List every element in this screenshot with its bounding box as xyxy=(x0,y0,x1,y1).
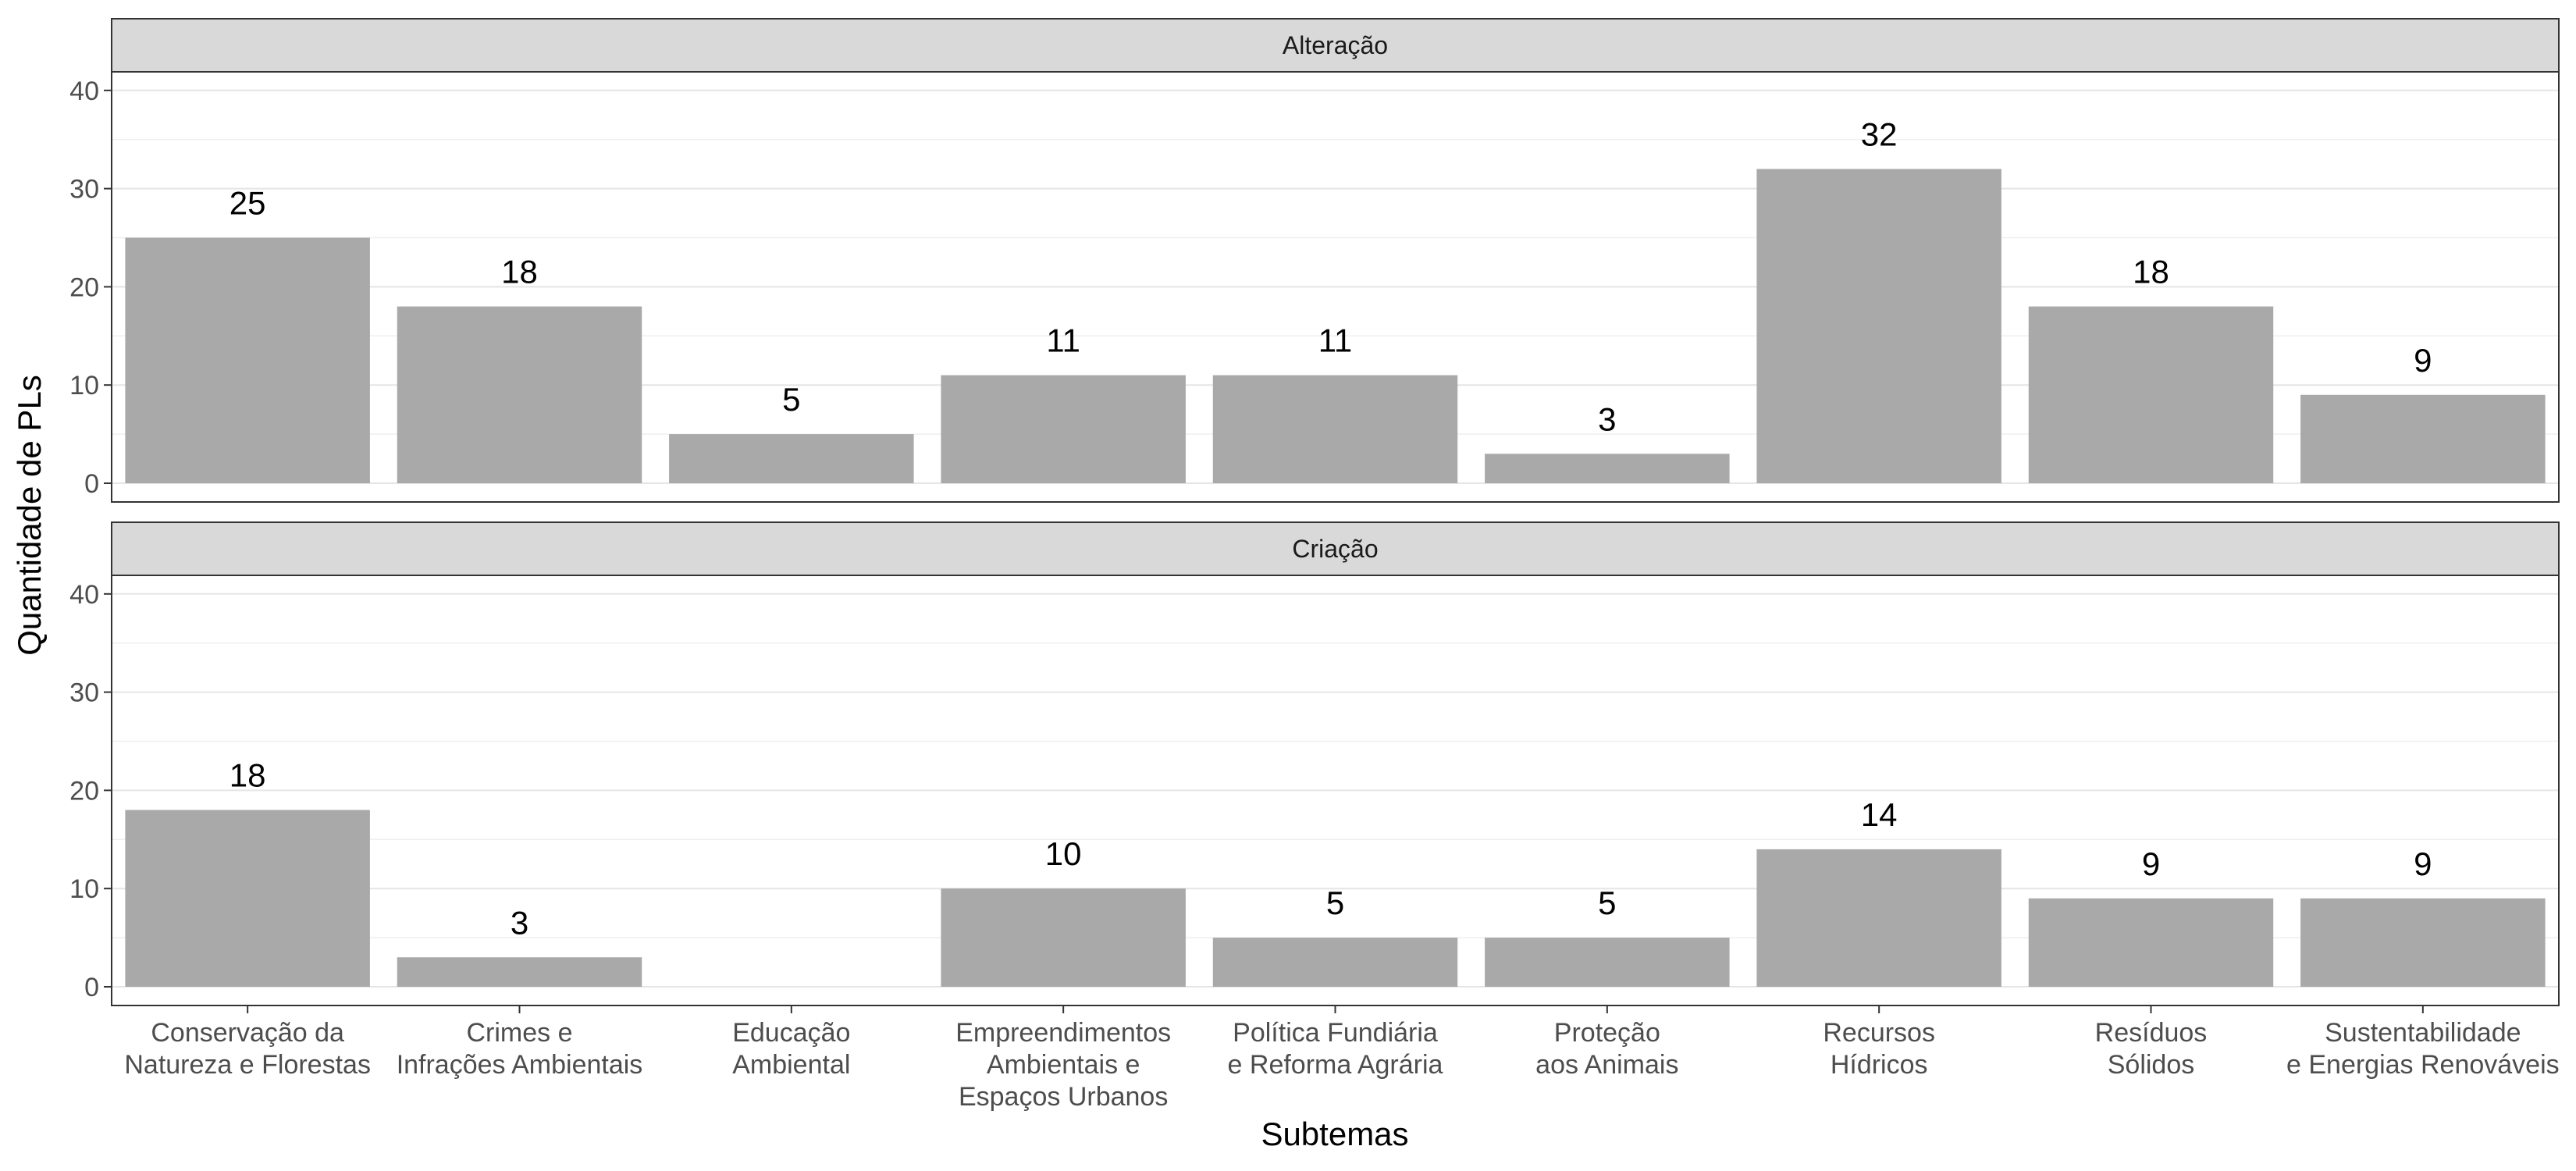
bar-value-label: 32 xyxy=(1861,116,1898,152)
bar xyxy=(1756,169,2001,483)
bar xyxy=(1485,938,1730,987)
bar xyxy=(1212,375,1458,483)
bar xyxy=(2028,898,2274,987)
y-tick-label: 20 xyxy=(69,272,99,302)
x-tick-label: Empreendimentos Ambientais e Espaços Urban… xyxy=(955,1018,1171,1112)
bar-value-label: 9 xyxy=(2414,845,2432,882)
bar xyxy=(2300,394,2546,483)
bar-value-label: 5 xyxy=(1326,884,1344,921)
y-tick-label: 40 xyxy=(69,77,99,106)
y-axis-title: Quantidade de PLs xyxy=(11,375,48,656)
x-tick-label: Política Fundiária e Reforma Agrária xyxy=(1228,1018,1443,1080)
bar xyxy=(125,237,370,483)
facet-strip-label: Alteração xyxy=(1283,31,1388,59)
bar-value-label: 3 xyxy=(1598,400,1616,437)
x-tick-label: Recursos Hídricos xyxy=(1823,1018,1935,1080)
y-tick-label: 30 xyxy=(69,175,99,205)
y-tick-label: 0 xyxy=(84,469,99,499)
y-tick-label: 0 xyxy=(84,973,99,1002)
bar xyxy=(397,306,642,483)
panel-border xyxy=(111,71,2560,503)
bar-value-label: 9 xyxy=(2142,845,2160,882)
bar-value-label: 14 xyxy=(1861,796,1898,833)
bar-value-label: 9 xyxy=(2414,342,2432,379)
x-tick-label: Crimes e Infrações Ambientais xyxy=(397,1018,643,1080)
bar-value-label: 18 xyxy=(229,757,266,794)
bar-value-label: 18 xyxy=(2133,254,2169,290)
bar xyxy=(941,888,1186,987)
panel-2: Criação 0 10 20 30 40 18 3 10 5 5 14 9 9 xyxy=(69,521,2560,1006)
x-axis: Conservação da Natureza e Florestas Crimes… xyxy=(124,1005,2560,1112)
bar xyxy=(1756,849,2001,987)
facet-strip-label: Criação xyxy=(1292,535,1378,563)
x-axis-title: Subtemas xyxy=(1261,1116,1408,1152)
bar xyxy=(669,434,914,483)
x-tick-label: Proteção aos Animais xyxy=(1535,1018,1678,1080)
facet-strip xyxy=(111,521,2560,576)
y-tick-label: 10 xyxy=(69,874,99,904)
y-tick-label: 20 xyxy=(69,776,99,806)
y-tick-label: 10 xyxy=(69,371,99,400)
bar-value-label: 18 xyxy=(501,254,538,290)
bar xyxy=(1212,938,1458,987)
panel-1: Alteração 0 10 20 30 40 25 18 5 11 11 3 32 18 9 xyxy=(69,18,2560,503)
bar-value-label: 5 xyxy=(782,381,800,418)
bar-value-label: 25 xyxy=(229,185,266,222)
bar-value-label: 11 xyxy=(1046,322,1080,359)
y-tick-label: 30 xyxy=(69,678,99,708)
bar xyxy=(2300,898,2546,987)
x-tick-label: Conservação da Natureza e Florestas xyxy=(124,1018,371,1080)
y-tick-label: 40 xyxy=(69,580,99,610)
bar xyxy=(125,810,370,987)
bar-value-label: 10 xyxy=(1045,835,1082,872)
bar-value-label: 5 xyxy=(1598,884,1616,921)
bar xyxy=(941,375,1186,483)
bar xyxy=(1485,454,1730,483)
x-tick-label: Resíduos Sólidos xyxy=(2095,1018,2208,1080)
bar xyxy=(397,957,642,987)
bar-value-label: 3 xyxy=(511,904,528,941)
bar-value-label: 11 xyxy=(1318,322,1353,359)
facet-strip xyxy=(111,18,2560,73)
x-tick-label: Sustentabilidade e Energias Renováveis xyxy=(2286,1018,2560,1080)
bar xyxy=(2028,306,2274,483)
x-tick-label: Educação Ambiental xyxy=(732,1018,850,1080)
